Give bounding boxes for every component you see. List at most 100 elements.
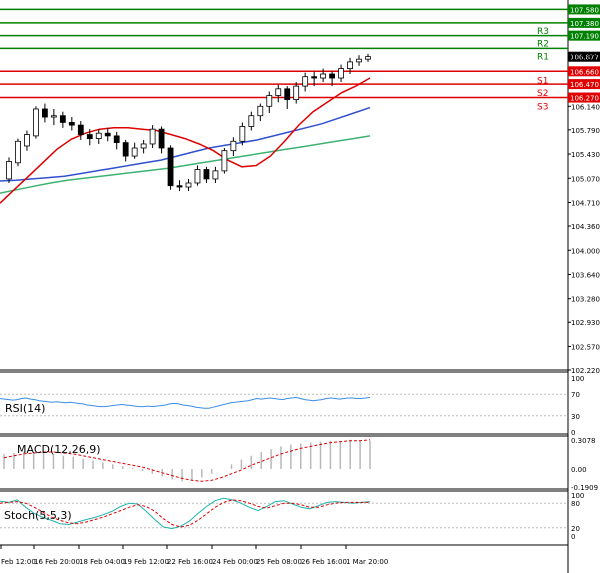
price-tick-label: 102.930: [571, 319, 600, 327]
candle-body: [338, 68, 344, 79]
candle-body: [86, 134, 93, 139]
pivot-levels: 107.580 R3 107.380 R2 107.190 R1 S1 106.660 S2 10…: [0, 4, 600, 113]
level-price-box: [568, 30, 600, 41]
price-tick-label: 104.000: [571, 247, 600, 255]
level-price-label: 107.380: [570, 20, 599, 28]
macd-label: MACD(12,26,9): [17, 443, 101, 456]
level-price-label: 106.470: [570, 81, 599, 89]
macd-signal-line: [3, 439, 371, 482]
time-tick-label: 18 Feb 04:00: [79, 558, 125, 566]
price-tick-label: 105.070: [571, 175, 600, 183]
macd-pane: 0.3078 0.00 -0.1909 MACD(12,26,9): [0, 437, 598, 492]
candle-body: [257, 105, 264, 117]
time-tick-label: Feb 12:00: [1, 558, 36, 566]
candle-body: [95, 132, 102, 139]
candle-body: [140, 143, 147, 149]
candle-body: [167, 147, 174, 187]
price-axis: 106.877 106.140 105.790 105.430 105.070 104.7…: [568, 54, 600, 375]
candle-body: [248, 115, 255, 127]
candle-body: [131, 147, 138, 157]
candle-body: [185, 182, 192, 188]
stoch-tick-label: 20: [571, 525, 580, 533]
candle-body: [203, 169, 210, 180]
candle-body: [104, 132, 111, 137]
candle-body: [329, 73, 336, 79]
price-tick-label: 102.220: [571, 367, 600, 375]
time-tick-label: 25 Feb 08:00: [256, 558, 302, 566]
level-price-box: [568, 17, 600, 28]
candle-body: [77, 124, 84, 135]
candle-body: [24, 134, 30, 147]
level-price-box: [568, 79, 600, 90]
candle-body: [266, 95, 273, 107]
candle-body: [212, 170, 219, 180]
stoch-label: Stoch(5,5,3): [4, 509, 72, 522]
price-tick-label: 106.140: [571, 103, 600, 111]
rsi-tick-label: 70: [571, 391, 580, 399]
time-tick-label: 26 Feb 16:00: [301, 558, 347, 566]
ma-red-line: [0, 77, 371, 204]
stoch-d-line: [0, 499, 370, 528]
stoch-k-line: [0, 497, 371, 530]
candle-body: [6, 161, 12, 180]
price-tick-label: 105.430: [571, 151, 600, 159]
candle-body: [302, 76, 309, 87]
candle-body: [15, 140, 21, 164]
level-name: R2: [537, 40, 549, 50]
candle-body: [275, 88, 282, 96]
level-price-label: 107.190: [570, 33, 599, 41]
moving-averages: [0, 77, 371, 204]
candle-body: [176, 185, 183, 188]
level-price-box: [568, 92, 600, 103]
candlesticks: [6, 53, 371, 192]
price-tick-label: 102.570: [571, 343, 600, 351]
candle-body: [42, 108, 48, 118]
stoch-tick-label: 80: [571, 500, 580, 508]
level-name: S3: [537, 103, 548, 113]
stoch-tick-label: 0: [571, 533, 575, 541]
time-tick-label: 24 Feb 00:00: [212, 558, 258, 566]
candle-body: [320, 73, 327, 79]
level-name: S2: [537, 89, 548, 99]
level-price-box: [568, 66, 600, 77]
candle-body: [230, 140, 237, 152]
rsi-line: [0, 396, 371, 409]
macd-tick-label: 0.00: [571, 466, 587, 474]
rsi-tick-label: 100: [571, 375, 584, 383]
level-name: S1: [537, 76, 548, 86]
candle-body: [365, 56, 371, 60]
time-tick-label: 19 Feb 12:00: [123, 558, 169, 566]
time-tick-label: 1 Mar 20:00: [346, 558, 388, 566]
rsi-pane: 100 70 30 0 RSI(14): [0, 375, 584, 437]
macd-tick-label: -0.1909: [571, 484, 598, 492]
price-tick-label: 103.280: [571, 296, 600, 304]
ma-blue-line: [0, 106, 371, 182]
rsi-label: RSI(14): [5, 402, 45, 415]
price-tick-label: 106.877: [571, 54, 600, 62]
level-price-label: 107.580: [570, 6, 599, 14]
current-price-box: [568, 51, 600, 62]
candle-body: [311, 76, 318, 79]
candle-body: [149, 128, 156, 145]
candle-body: [293, 85, 300, 100]
time-tick-label: 16 Feb 20:00: [34, 558, 80, 566]
price-tick-label: 103.640: [571, 271, 600, 279]
candle-body: [194, 169, 201, 184]
level-price-box: [568, 4, 600, 15]
candle-body: [68, 122, 75, 126]
level-name: R1: [537, 52, 549, 62]
candle-body: [50, 115, 57, 118]
price-tick-label: 104.710: [571, 199, 600, 207]
time-tick-label: 22 Feb 16:00: [167, 558, 213, 566]
candle-body: [239, 126, 246, 142]
candle-body: [158, 128, 165, 149]
macd-tick-label: 0.3078: [571, 437, 596, 445]
current-price-label: 106.877: [570, 54, 599, 62]
candle-body: [356, 58, 362, 63]
level-name: R3: [537, 27, 549, 37]
